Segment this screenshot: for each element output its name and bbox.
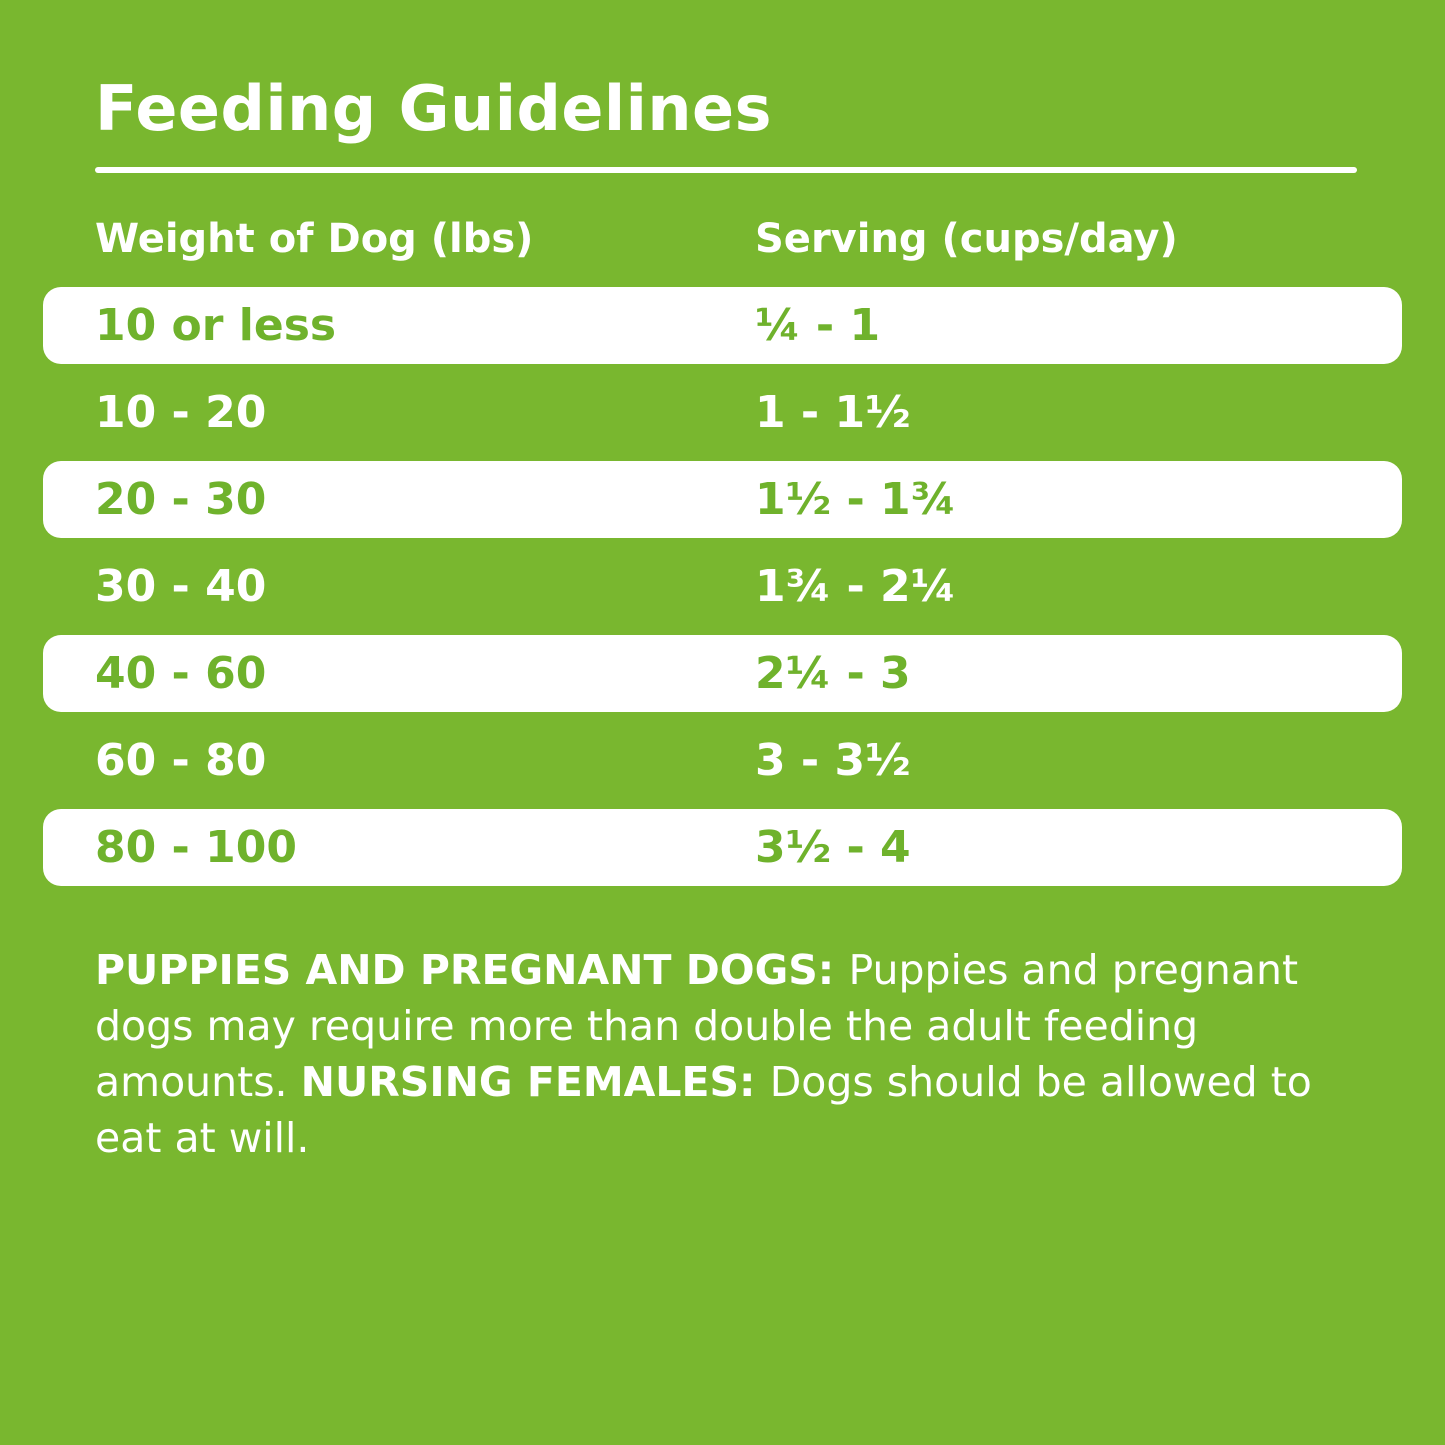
serving-cell: 3½ - 4: [755, 822, 911, 873]
serving-cell: 3 - 3½: [755, 735, 911, 786]
serving-cell: ¼ - 1: [755, 300, 881, 351]
feeding-note-puppies-text: Puppies and pregnant dogs may require mo…: [95, 946, 1299, 1106]
column-header-weight: Weight of Dog (lbs): [95, 216, 534, 262]
title-underline: [95, 167, 1357, 173]
serving-cell: 1½ - 1¾: [755, 474, 957, 525]
page-title: Feeding Guidelines: [95, 72, 772, 145]
feeding-note-nursing-text: Dogs should be allowed to eat at will.: [95, 1058, 1312, 1162]
serving-cell: 1¾ - 2¼: [755, 561, 957, 612]
weight-cell: 30 - 40: [95, 561, 267, 612]
feeding-note-puppies-label: PUPPIES AND PREGNANT DOGS:: [95, 946, 849, 994]
weight-cell: 80 - 100: [95, 822, 297, 873]
serving-cell: 1 - 1½: [755, 387, 911, 438]
table-row: 20 - 30 1½ - 1¾: [43, 461, 1402, 538]
feeding-note: PUPPIES AND PREGNANT DOGS: Puppies and p…: [95, 942, 1375, 1166]
table-row: 10 or less ¼ - 1: [43, 287, 1402, 364]
feeding-table: 10 or less ¼ - 1 10 - 20 1 - 1½ 20 - 30 …: [43, 287, 1402, 896]
weight-cell: 10 or less: [95, 300, 337, 351]
table-row: 80 - 100 3½ - 4: [43, 809, 1402, 886]
table-row: 10 - 20 1 - 1½: [43, 374, 1402, 451]
serving-cell: 2¼ - 3: [755, 648, 911, 699]
weight-cell: 60 - 80: [95, 735, 267, 786]
table-row: 40 - 60 2¼ - 3: [43, 635, 1402, 712]
table-row: 30 - 40 1¾ - 2¼: [43, 548, 1402, 625]
column-header-serving: Serving (cups/day): [755, 216, 1178, 262]
weight-cell: 20 - 30: [95, 474, 267, 525]
table-column-headers: Weight of Dog (lbs) Serving (cups/day): [95, 216, 1178, 262]
table-row: 60 - 80 3 - 3½: [43, 722, 1402, 799]
weight-cell: 10 - 20: [95, 387, 267, 438]
weight-cell: 40 - 60: [95, 648, 267, 699]
feeding-note-nursing-label: NURSING FEMALES:: [300, 1058, 770, 1106]
